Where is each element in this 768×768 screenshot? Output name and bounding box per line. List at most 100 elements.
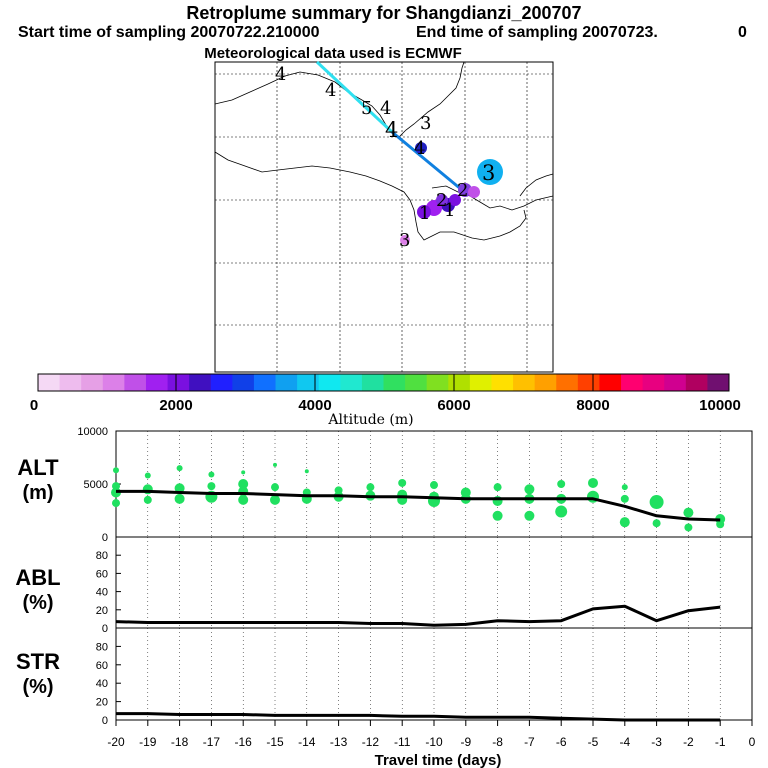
colorbar-swatch bbox=[513, 374, 536, 391]
plume-dot bbox=[449, 194, 461, 206]
altitude-dot bbox=[524, 484, 535, 495]
trajectory-segment-early bbox=[315, 60, 394, 134]
altitude-dot bbox=[208, 471, 215, 478]
altitude-markers: 4 4 5 4 4 3 4 3 2 2 1 1 3 bbox=[275, 64, 495, 251]
altitude-dot bbox=[270, 494, 280, 505]
altitude-dot bbox=[176, 465, 183, 472]
altitude-dot bbox=[683, 507, 694, 518]
colorbar-tick-label: 0 bbox=[30, 397, 38, 414]
y-tick-label: 60 bbox=[96, 660, 108, 672]
map-marker-label: 4 bbox=[385, 118, 398, 142]
colorbar-swatch bbox=[59, 374, 82, 391]
y-tick-label: 0 bbox=[102, 532, 108, 544]
altitude-dot bbox=[398, 478, 407, 487]
coastlines bbox=[214, 61, 554, 241]
altitude-dot bbox=[716, 520, 725, 529]
plume-dot bbox=[400, 235, 410, 245]
altitude-dot bbox=[238, 479, 249, 489]
colorbar-swatch bbox=[102, 374, 125, 391]
trajectory-path bbox=[315, 60, 463, 192]
y-tick-label: 80 bbox=[96, 550, 108, 562]
colorbar-swatch bbox=[275, 374, 298, 391]
colorbar-swatch bbox=[685, 374, 708, 391]
map-marker-label: 3 bbox=[399, 230, 410, 251]
map-marker-label: 1 bbox=[419, 203, 430, 224]
altitude-dot bbox=[430, 481, 438, 490]
altitude-dot bbox=[366, 483, 375, 492]
colorbar-swatch bbox=[405, 374, 428, 391]
map-marker-label: 4 bbox=[380, 98, 391, 119]
map-marker-label: 5 bbox=[361, 98, 372, 119]
colorbar-tick-label: 6000 bbox=[437, 397, 470, 414]
plume-dot bbox=[468, 186, 480, 198]
x-tick-label: -20 bbox=[107, 735, 125, 749]
colorbar-swatch bbox=[469, 374, 492, 391]
colorbar-tick-label: 10000 bbox=[699, 397, 741, 414]
altitude-dot bbox=[304, 469, 309, 474]
x-tick-label: -15 bbox=[266, 735, 284, 749]
x-axis-label: Travel time (days) bbox=[375, 752, 502, 768]
colorbar-frame bbox=[37, 373, 730, 392]
colorbar-swatch bbox=[707, 374, 730, 391]
str-panel-unit: (%) bbox=[22, 676, 53, 698]
colorbar-ticks: 0 2000 4000 6000 8000 10000 Altitude (m) bbox=[30, 397, 741, 428]
end-time-suffix: 0 bbox=[738, 24, 747, 41]
altitude-dot bbox=[649, 495, 664, 510]
altitude-dot bbox=[238, 494, 249, 505]
map-marker-label: 4 bbox=[414, 138, 425, 159]
colorbar-swatch bbox=[577, 374, 600, 391]
x-tick-label: -2 bbox=[683, 735, 694, 749]
panel-frame bbox=[115, 627, 753, 721]
colorbar-swatch bbox=[124, 374, 147, 391]
series-line-str bbox=[116, 712, 721, 722]
colorbar-swatch bbox=[383, 374, 406, 391]
colorbar-tick-label: 2000 bbox=[159, 397, 192, 414]
altitude-dot bbox=[144, 472, 151, 479]
colorbar-swatch bbox=[664, 374, 687, 391]
colorbar-axis-label: Altitude (m) bbox=[327, 412, 413, 428]
altitude-dot bbox=[588, 477, 598, 488]
y-tick-label: 20 bbox=[96, 697, 108, 709]
altitude-dot bbox=[271, 483, 279, 492]
altitude-dot bbox=[112, 499, 120, 508]
x-tick-label: -17 bbox=[203, 735, 221, 749]
x-tick-label: -7 bbox=[524, 735, 535, 749]
x-tick-label: -4 bbox=[619, 735, 630, 749]
y-tick-label: 80 bbox=[96, 641, 108, 653]
panel-frame bbox=[115, 536, 753, 629]
colorbar-swatch bbox=[38, 374, 61, 391]
y-tick-label: 0 bbox=[102, 623, 108, 635]
abl-panel-unit: (%) bbox=[22, 592, 53, 614]
altitude-dot bbox=[555, 505, 568, 518]
x-tick-label: -6 bbox=[556, 735, 567, 749]
altitude-dot bbox=[620, 494, 629, 503]
y-tick-label: 20 bbox=[96, 605, 108, 617]
alt-panel-label: ALT bbox=[17, 455, 59, 480]
map-marker-label: 1 bbox=[444, 200, 455, 221]
colorbar-tick-label: 8000 bbox=[576, 397, 609, 414]
x-tick-label: -1 bbox=[715, 735, 726, 749]
map-marker-label: 2 bbox=[457, 180, 468, 201]
plume-dots bbox=[400, 142, 503, 245]
x-tick-label: 0 bbox=[749, 735, 756, 749]
x-tick-label: -9 bbox=[460, 735, 471, 749]
x-tick-label: -18 bbox=[171, 735, 189, 749]
altitude-colorbar bbox=[37, 373, 730, 392]
y-tick-label: 5000 bbox=[84, 479, 108, 491]
altitude-dot bbox=[174, 483, 185, 494]
y-tick-label: 10000 bbox=[77, 426, 108, 438]
altitude-dot bbox=[621, 484, 628, 491]
map-marker-label: 3 bbox=[482, 161, 495, 185]
alt-panel-unit: (m) bbox=[22, 482, 53, 504]
x-tick-label: -13 bbox=[330, 735, 348, 749]
x-tick-label: -16 bbox=[235, 735, 253, 749]
map-marker-label: 3 bbox=[420, 113, 431, 134]
x-tick-label: -10 bbox=[425, 735, 443, 749]
y-tick-label: 60 bbox=[96, 568, 108, 580]
altitude-dot bbox=[524, 510, 535, 521]
colorbar-swatch bbox=[448, 374, 471, 391]
colorbar-swatch bbox=[253, 374, 277, 391]
altitude-dot bbox=[619, 517, 630, 528]
series-line-alt bbox=[116, 489, 721, 522]
